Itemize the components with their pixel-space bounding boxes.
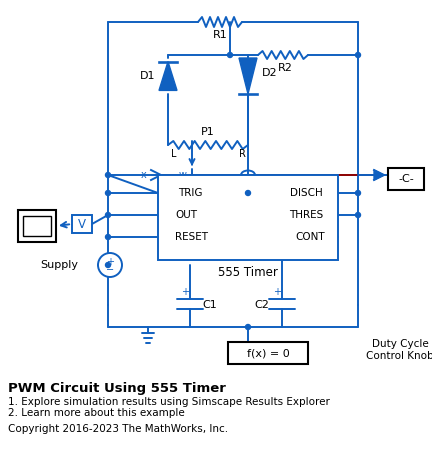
Text: R: R — [238, 149, 245, 159]
Circle shape — [105, 235, 111, 240]
Text: f(x) = 0: f(x) = 0 — [247, 348, 289, 358]
Text: THRES: THRES — [289, 210, 323, 220]
Circle shape — [356, 191, 360, 196]
Text: C2: C2 — [254, 300, 270, 310]
Bar — [388, 168, 424, 190]
Polygon shape — [159, 62, 177, 91]
Circle shape — [356, 53, 360, 58]
Circle shape — [245, 324, 251, 329]
Text: OUT: OUT — [175, 210, 197, 220]
Polygon shape — [374, 170, 384, 180]
Circle shape — [105, 191, 111, 196]
Text: V: V — [78, 217, 86, 231]
Bar — [158, 175, 338, 260]
Text: R2: R2 — [278, 63, 292, 73]
Text: Duty Cycle: Duty Cycle — [372, 339, 429, 349]
Text: w: w — [179, 170, 187, 180]
Polygon shape — [239, 58, 257, 94]
Text: DISCH: DISCH — [289, 188, 322, 198]
Circle shape — [356, 212, 360, 217]
Text: PWM Circuit Using 555 Timer: PWM Circuit Using 555 Timer — [8, 382, 226, 395]
Circle shape — [228, 53, 232, 58]
Text: +: + — [106, 257, 114, 267]
Text: -C-: -C- — [398, 174, 414, 184]
Text: 1. Explore simulation results using Simscape Results Explorer: 1. Explore simulation results using Sims… — [8, 397, 330, 407]
Text: RESET: RESET — [175, 232, 209, 242]
Circle shape — [105, 262, 111, 268]
Text: Supply: Supply — [40, 260, 78, 270]
Text: −: − — [106, 265, 114, 275]
Circle shape — [105, 212, 111, 217]
Bar — [72, 215, 92, 233]
Text: x: x — [141, 170, 147, 180]
Text: +: + — [273, 287, 281, 297]
Text: P1: P1 — [201, 127, 215, 137]
Bar — [228, 342, 308, 364]
Text: R1: R1 — [213, 30, 227, 40]
Text: TRIG: TRIG — [178, 188, 202, 198]
Text: 555 Timer: 555 Timer — [218, 265, 278, 279]
Text: D1: D1 — [140, 71, 156, 81]
Text: CONT: CONT — [295, 232, 325, 242]
Text: Copyright 2016-2023 The MathWorks, Inc.: Copyright 2016-2023 The MathWorks, Inc. — [8, 424, 228, 434]
Circle shape — [105, 173, 111, 178]
Text: C1: C1 — [203, 300, 217, 310]
Text: D2: D2 — [262, 68, 278, 78]
Text: L: L — [171, 149, 177, 159]
Text: +: + — [181, 287, 189, 297]
Text: 2. Learn more about this example: 2. Learn more about this example — [8, 408, 185, 418]
Bar — [18, 210, 56, 242]
Circle shape — [245, 191, 251, 196]
Circle shape — [98, 253, 122, 277]
Text: Control Knob: Control Knob — [366, 351, 432, 361]
Bar — [23, 216, 51, 236]
